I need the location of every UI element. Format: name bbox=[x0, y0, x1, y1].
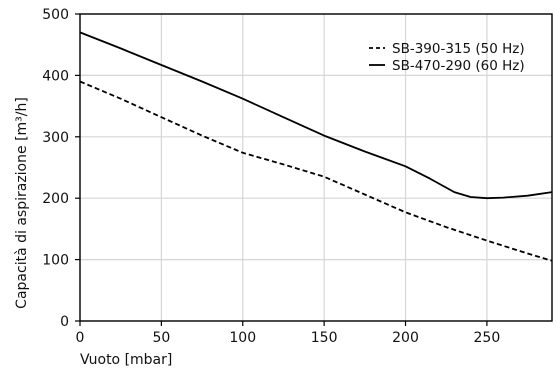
x-tick-label: 0 bbox=[76, 330, 85, 346]
legend: SB-390-315 (50 Hz)SB-470-290 (60 Hz) bbox=[369, 41, 525, 74]
series-layer bbox=[79, 31, 553, 262]
y-tick-label: 200 bbox=[42, 191, 69, 207]
x-axis-ticks: 0 50 100 150 200 250 bbox=[76, 321, 501, 346]
y-axis-ticks: 0 100 200 300 400 500 bbox=[42, 7, 80, 330]
x-tick-label: 100 bbox=[229, 330, 256, 346]
legend-label-2: SB-470-290 (60 Hz) bbox=[392, 58, 525, 74]
y-tick-label: 300 bbox=[42, 130, 69, 146]
x-tick-label: 150 bbox=[311, 330, 338, 346]
plot-frame bbox=[79, 13, 553, 322]
x-tick-label: 50 bbox=[152, 330, 170, 346]
y-tick-label: 400 bbox=[42, 68, 69, 84]
y-tick-label: 100 bbox=[42, 253, 69, 269]
x-tick-label: 200 bbox=[392, 330, 419, 346]
series-line-2 bbox=[79, 31, 553, 200]
y-tick-label: 0 bbox=[60, 314, 69, 330]
plot-border bbox=[79, 13, 553, 322]
legend-label-1: SB-390-315 (50 Hz) bbox=[392, 41, 525, 57]
y-axis-label: Capacità di aspirazione [m³/h] bbox=[14, 97, 30, 309]
series-line-1 bbox=[79, 80, 553, 262]
x-tick-label: 250 bbox=[474, 330, 501, 346]
y-tick-label: 500 bbox=[42, 7, 69, 23]
x-axis-label: Vuoto [mbar] bbox=[80, 352, 172, 368]
